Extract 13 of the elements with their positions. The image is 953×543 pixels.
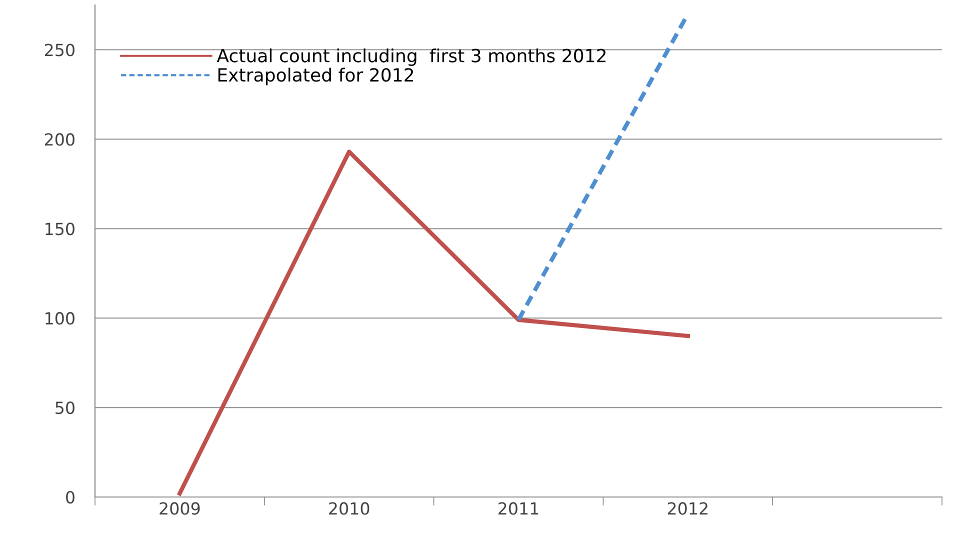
- x-tick-label: 2009: [160, 502, 200, 515]
- y-tick-label: 100: [46, 312, 74, 325]
- y-tick-label: 150: [46, 222, 74, 236]
- legend-label: Extrapolated for 2012: [218, 68, 414, 86]
- legend-label: Actual count including first 3 months 2012: [216, 48, 606, 66]
- y-tick-label: 50: [56, 402, 74, 414]
- x-tick-label: 2011: [498, 502, 538, 515]
- y-tick-label: 250: [44, 44, 74, 56]
- line-series: [178, 150, 690, 496]
- y-tick-label: 200: [44, 133, 74, 146]
- y-tick-label: 0: [66, 490, 74, 504]
- x-tick-label: 2012: [668, 502, 708, 515]
- x-tick-label: 2010: [329, 502, 370, 515]
